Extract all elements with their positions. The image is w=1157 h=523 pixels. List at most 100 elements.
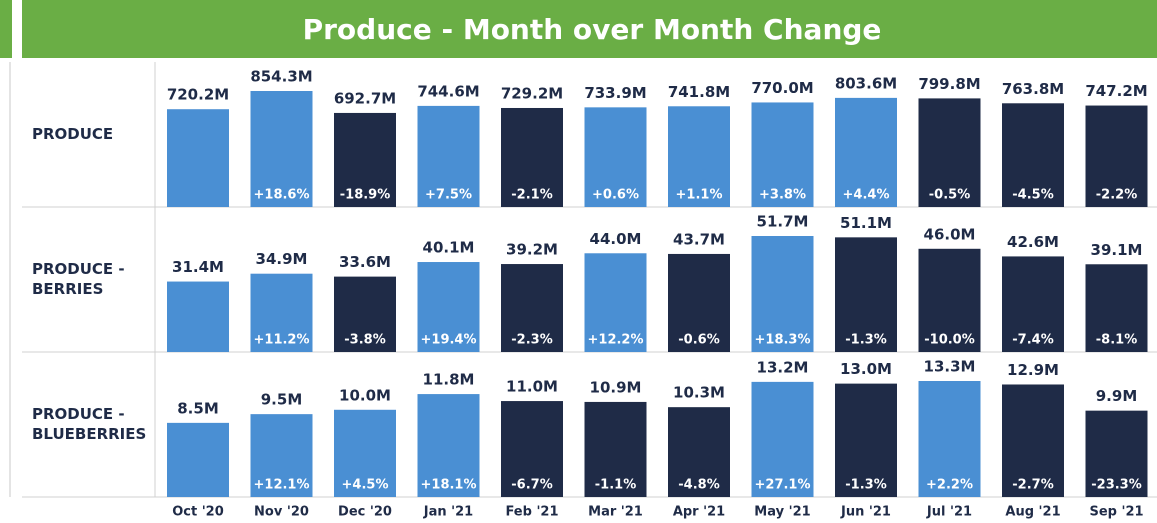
change-label: +12.2% [588,333,644,348]
value-label: 13.3M [924,358,976,376]
change-label: +3.8% [759,188,806,203]
value-label: 803.6M [835,74,897,92]
value-label: 8.5M [177,399,219,417]
x-tick-label: Nov '20 [254,505,309,520]
bar [417,394,480,497]
bar [668,407,730,497]
bar [250,273,313,352]
bar [668,253,730,352]
x-tick-label: Mar '21 [588,505,643,520]
change-label: -23.3% [1091,478,1142,493]
change-label: -8.1% [1096,333,1137,348]
value-label: 44.0M [590,230,642,248]
value-label: 692.7M [334,89,396,107]
change-label: -7.4% [1012,333,1053,348]
change-label: -1.3% [845,333,886,348]
change-label: +11.2% [254,333,310,348]
x-tick-label: May '21 [754,505,810,520]
value-label: 34.9M [256,250,308,268]
change-label: -3.8% [344,333,385,348]
change-label: +7.5% [425,188,472,203]
change-label: -0.5% [929,188,970,203]
change-label: -18.9% [340,188,391,203]
bar [1085,264,1148,352]
change-label: +27.1% [755,478,811,493]
change-label: -6.7% [511,478,552,493]
row-label: PRODUCE [32,125,113,143]
row-label: PRODUCE - [32,260,125,278]
value-label: 43.7M [673,230,725,248]
value-label: 33.6M [339,253,391,271]
value-label: 12.9M [1007,361,1059,379]
bar [334,409,396,497]
row-label: BERRIES [32,280,103,298]
change-label: +0.6% [592,188,639,203]
change-label: -1.1% [595,478,636,493]
value-label: 747.2M [1085,82,1147,100]
bar [167,281,229,352]
value-label: 11.0M [506,378,558,396]
bar [835,97,897,207]
value-label: 40.1M [423,239,475,257]
change-label: -2.1% [511,188,552,203]
value-label: 51.7M [757,213,809,231]
value-label: 741.8M [668,83,730,101]
change-label: +2.2% [926,478,973,493]
change-label: -10.0% [924,333,975,348]
x-tick-label: Dec '20 [338,505,392,520]
bar [751,381,814,497]
bar [250,414,313,497]
value-label: 854.3M [250,68,312,86]
change-label: -4.8% [678,478,719,493]
row-label: BLUEBERRIES [32,425,146,443]
bar [417,105,480,207]
bar [501,264,563,352]
bar [417,262,480,352]
bar [1002,256,1064,352]
x-tick-label: Aug '21 [1005,505,1060,520]
value-label: 733.9M [584,84,646,102]
change-label: -4.5% [1012,188,1053,203]
bar [167,109,229,207]
bar [668,106,730,207]
change-label: +1.1% [676,188,723,203]
bar [584,107,647,207]
bar [167,422,229,497]
bar [1085,105,1148,207]
value-label: 744.6M [417,82,479,100]
bar [501,401,563,497]
x-tick-label: Sep '21 [1089,505,1143,520]
value-label: 763.8M [1002,80,1064,98]
value-label: 42.6M [1007,233,1059,251]
value-label: 9.5M [261,391,303,409]
change-label: -2.3% [511,333,552,348]
header-bar [22,0,1157,58]
change-label: -0.6% [678,333,719,348]
row-label: PRODUCE - [32,405,125,423]
change-label: +18.1% [421,478,477,493]
bar [501,107,563,207]
value-label: 11.8M [423,371,475,389]
value-label: 39.2M [506,241,558,259]
bar [1002,384,1064,497]
bar [751,236,814,352]
value-label: 10.3M [673,384,725,402]
value-label: 51.1M [840,214,892,232]
change-label: +4.5% [342,478,389,493]
change-label: +12.1% [254,478,310,493]
change-label: +19.4% [421,333,477,348]
bar [1002,103,1064,207]
bar [584,401,647,497]
x-tick-label: Feb '21 [505,505,558,520]
value-label: 10.9M [590,378,642,396]
side-header [0,0,12,58]
value-label: 799.8M [918,75,980,93]
value-label: 39.1M [1091,241,1143,259]
x-tick-label: Oct '20 [172,505,224,520]
bar [918,248,981,352]
value-label: 13.0M [840,360,892,378]
value-label: 46.0M [924,225,976,243]
x-tick-label: Jan '21 [423,505,473,520]
bar [918,381,981,497]
value-label: 9.9M [1096,387,1138,405]
